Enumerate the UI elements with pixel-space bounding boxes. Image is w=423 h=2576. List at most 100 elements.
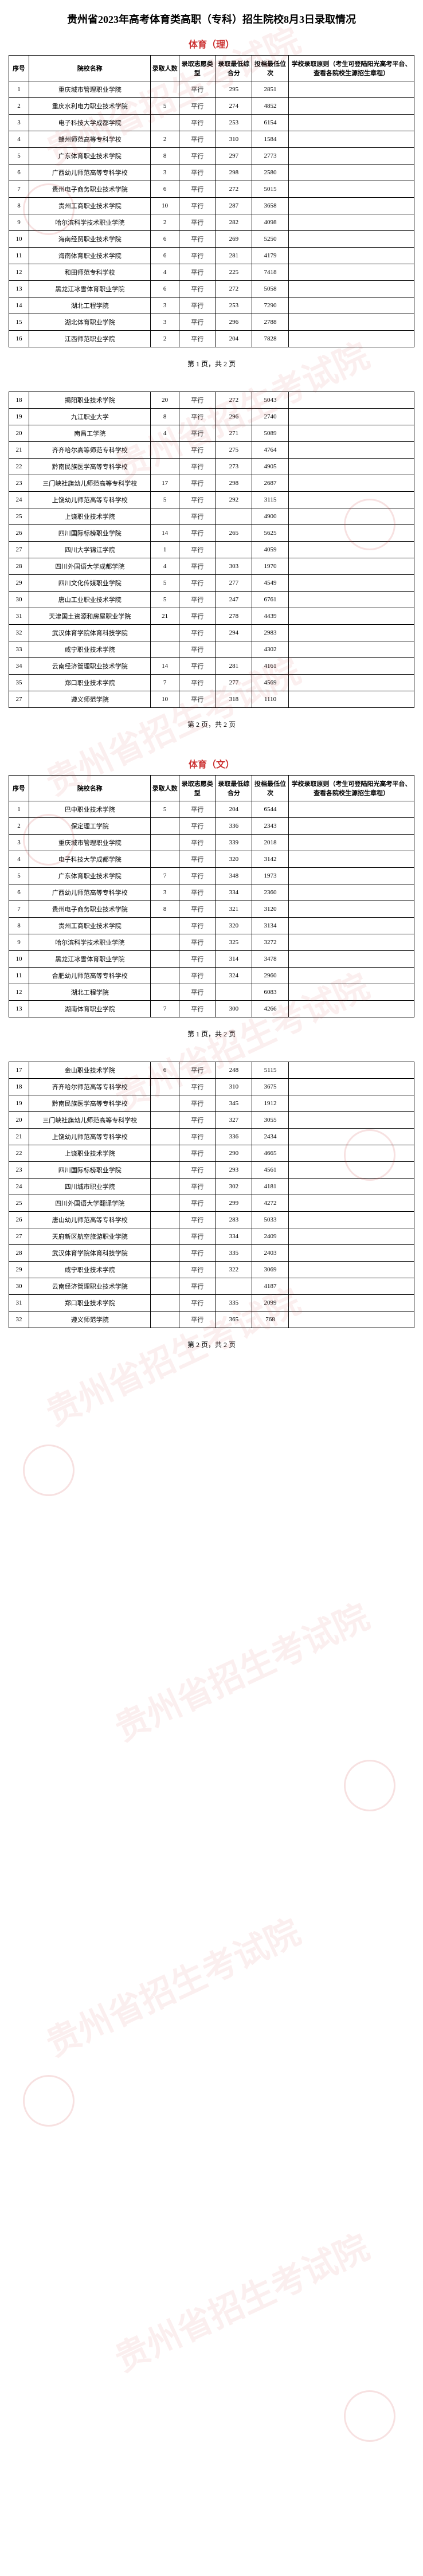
cell-score: 281 (216, 248, 252, 264)
cell-type: 平行 (179, 675, 216, 691)
table-row: 28武汉体育学院体育科技学院平行3352403 (9, 1245, 414, 1262)
cell-plan (151, 1162, 179, 1179)
cell-note (288, 409, 414, 425)
cell-name: 湖南体育职业学院 (29, 1001, 151, 1017)
cell-score: 253 (216, 297, 252, 314)
cell-name: 海南体育职业技术学院 (29, 248, 151, 264)
cell-name: 巴中职业技术学院 (29, 801, 151, 818)
col-header-score: 录取最低综合分 (216, 776, 252, 801)
table-row: 17金山职业技术学院6平行2485115 (9, 1062, 414, 1079)
cell-idx: 14 (9, 297, 29, 314)
cell-name: 天津国土资源和房屋职业学院 (29, 608, 151, 625)
cell-score: 320 (216, 851, 252, 868)
cell-name: 黔南民族医学高等专科学校 (29, 459, 151, 475)
cell-score (216, 542, 252, 558)
cell-rank: 4059 (252, 542, 289, 558)
cell-note (288, 1295, 414, 1312)
cell-rank: 4187 (252, 1278, 289, 1295)
pager: 第 1 页，共 2 页 (0, 1017, 423, 1062)
table-row: 13湖南体育职业学院7平行3004266 (9, 1001, 414, 1017)
cell-note (288, 835, 414, 851)
cell-note (288, 1129, 414, 1145)
cell-name: 郑口职业技术学院 (29, 675, 151, 691)
cell-name: 四川国际标榜职业学院 (29, 1162, 151, 1179)
cell-plan: 6 (151, 231, 179, 248)
cell-score: 324 (216, 968, 252, 984)
cell-idx: 13 (9, 1001, 29, 1017)
cell-name: 广东体育职业技术学院 (29, 868, 151, 884)
cell-plan (151, 1129, 179, 1145)
table-row: 32武汉体育学院体育科技学院平行2942983 (9, 625, 414, 641)
cell-rank: 3115 (252, 492, 289, 508)
cell-score: 296 (216, 409, 252, 425)
cell-type: 平行 (179, 148, 216, 165)
table-row: 34云南经济管理职业技术学院14平行2814161 (9, 658, 414, 675)
table-row: 25四川外国语大学翻译学院平行2994272 (9, 1195, 414, 1212)
cell-score: 253 (216, 115, 252, 131)
cell-type: 平行 (179, 592, 216, 608)
cell-rank: 4439 (252, 608, 289, 625)
cell-rank: 4179 (252, 248, 289, 264)
cell-rank: 4181 (252, 1179, 289, 1195)
cell-type: 平行 (179, 98, 216, 115)
cell-name: 三门峡社旗幼儿师范高等专科学校 (29, 475, 151, 492)
table-row: 2保定理工学院平行3362343 (9, 818, 414, 835)
cell-type: 平行 (179, 801, 216, 818)
cell-note (288, 625, 414, 641)
cell-score: 322 (216, 1262, 252, 1278)
watermark: 贵州省招生考试院 (105, 2220, 376, 2382)
cell-plan: 4 (151, 425, 179, 442)
cell-name: 天府新区航空旅游职业学院 (29, 1228, 151, 1245)
stamp-icon (344, 2390, 395, 2442)
watermark: 贵州省招生考试院 (105, 1590, 376, 1751)
cell-note (288, 575, 414, 592)
cell-rank: 6544 (252, 801, 289, 818)
cell-score: 271 (216, 425, 252, 442)
cell-plan (151, 934, 179, 951)
cell-rank: 1973 (252, 868, 289, 884)
cell-note (288, 1095, 414, 1112)
cell-note (288, 231, 414, 248)
cell-note (288, 1001, 414, 1017)
table-row: 29咸宁职业技术学院平行3223069 (9, 1262, 414, 1278)
cell-idx: 24 (9, 1179, 29, 1195)
cell-type: 平行 (179, 1278, 216, 1295)
cell-rank: 4764 (252, 442, 289, 459)
table-row: 19九江职业大学8平行2962740 (9, 409, 414, 425)
cell-idx: 28 (9, 558, 29, 575)
cell-type: 平行 (179, 818, 216, 835)
cell-note (288, 851, 414, 868)
cell-type: 平行 (179, 425, 216, 442)
col-header-note: 学校录取原则（考生可登陆阳光高考平台、查看各院校生源招生章程） (288, 776, 414, 801)
table-row: 20南昌工学院4平行2715089 (9, 425, 414, 442)
cell-name: 上饶职业技术学院 (29, 1145, 151, 1162)
cell-rank: 768 (252, 1312, 289, 1328)
cell-note (288, 1162, 414, 1179)
cell-plan (151, 625, 179, 641)
cell-type: 平行 (179, 1262, 216, 1278)
cell-idx: 20 (9, 425, 29, 442)
cell-note (288, 81, 414, 98)
table-row: 4电子科技大学成都学院平行3203142 (9, 851, 414, 868)
cell-plan: 14 (151, 525, 179, 542)
cell-note (288, 475, 414, 492)
col-header-type: 录取志愿类型 (179, 776, 216, 801)
cell-idx: 27 (9, 691, 29, 708)
cell-type: 平行 (179, 1228, 216, 1245)
cell-plan (151, 1262, 179, 1278)
cell-idx: 31 (9, 608, 29, 625)
cell-name: 四川城市职业学院 (29, 1179, 151, 1195)
cell-score: 298 (216, 475, 252, 492)
page-title: 贵州省2023年高考体育类高职（专科）招生院校8月3日录取情况 (0, 0, 423, 32)
table-row: 1重庆城市管理职业学院平行2952851 (9, 81, 414, 98)
cell-score: 204 (216, 801, 252, 818)
cell-name: 遵义师范学院 (29, 691, 151, 708)
table-row: 30云南经济管理职业技术学院平行4187 (9, 1278, 414, 1295)
cell-name: 电子科技大学成都学院 (29, 115, 151, 131)
table-row: 12湖北工程学院平行6083 (9, 984, 414, 1001)
cell-rank: 3134 (252, 918, 289, 934)
cell-idx: 12 (9, 984, 29, 1001)
cell-plan: 7 (151, 1001, 179, 1017)
cell-idx: 4 (9, 131, 29, 148)
cell-score: 327 (216, 1112, 252, 1129)
